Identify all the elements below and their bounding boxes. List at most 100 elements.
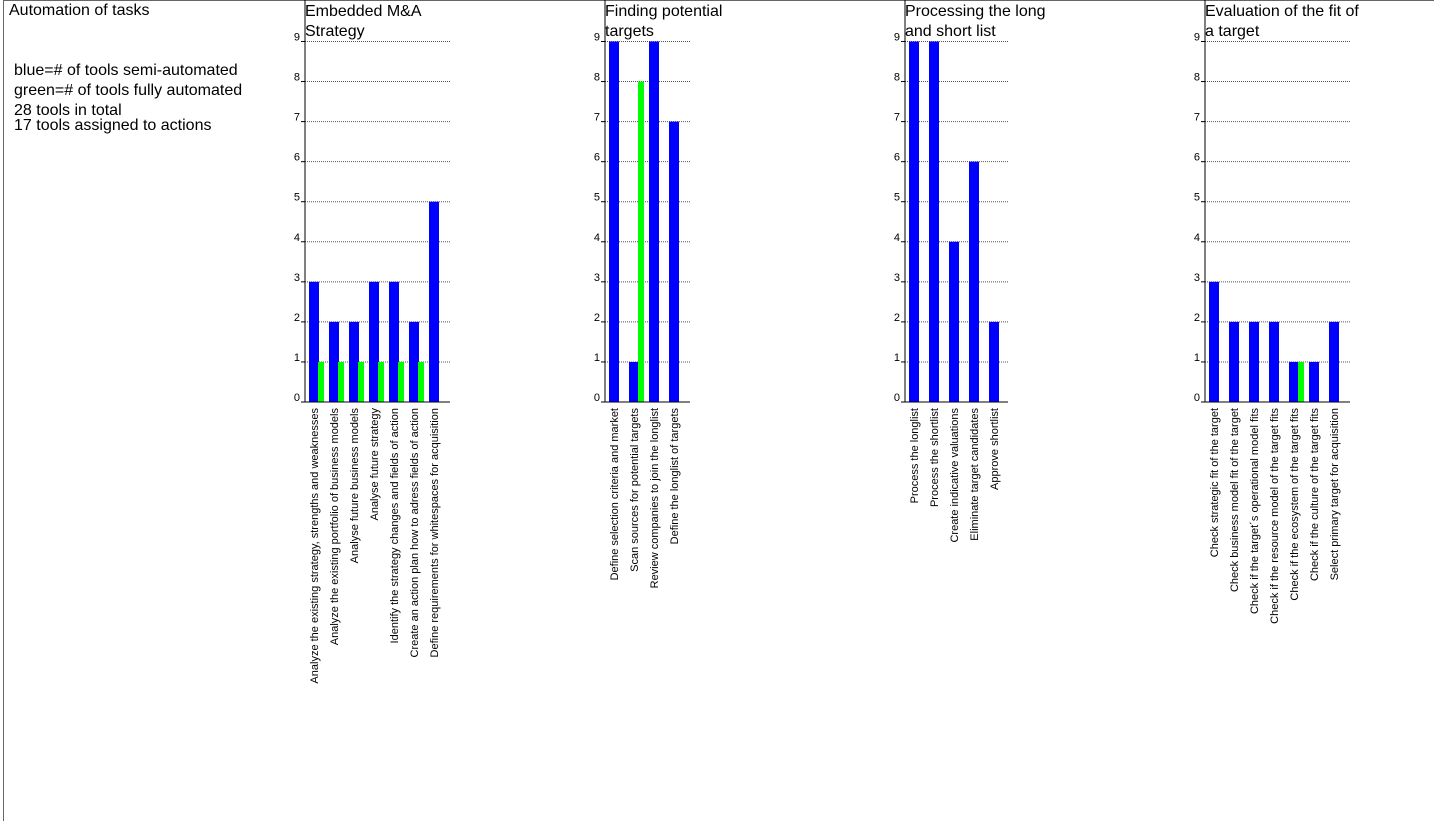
chart-title-strategy: Embedded M&A Strategy bbox=[305, 3, 421, 40]
page-frame bbox=[3, 0, 1434, 821]
y-tick-label: 1 bbox=[1194, 352, 1200, 364]
bar-strategy-semi-4 bbox=[389, 281, 399, 402]
category-label: Create an action plan how to adress fiel… bbox=[409, 408, 421, 657]
legend-assigned-tools: 17 tools assigned to actions bbox=[14, 117, 212, 134]
y-tick-label: 5 bbox=[894, 192, 900, 204]
category-label: Define the longlist of targets bbox=[669, 408, 681, 545]
y-tick-label: 3 bbox=[594, 272, 600, 284]
y-tick-label: 5 bbox=[1194, 192, 1200, 204]
bar-finding-targets-semi-0 bbox=[609, 41, 619, 402]
category-label: Define requirements for whitespaces for … bbox=[429, 408, 441, 657]
bar-processing-lists-semi-4 bbox=[989, 321, 999, 402]
chart-title-processing-lists: Processing the long and short list bbox=[905, 3, 1046, 40]
y-tick-label: 6 bbox=[894, 152, 900, 164]
y-tick-label: 2 bbox=[894, 312, 900, 324]
page-title: Automation of tasks bbox=[9, 2, 150, 19]
y-tick-label: 2 bbox=[594, 312, 600, 324]
category-label: Process the longlist bbox=[909, 408, 921, 503]
bar-strategy-semi-0 bbox=[309, 281, 319, 402]
y-tick-label: 8 bbox=[1194, 72, 1200, 84]
bar-strategy-full-4 bbox=[398, 361, 404, 402]
bar-strategy-semi-3 bbox=[369, 281, 379, 402]
bar-strategy-semi-1 bbox=[329, 321, 339, 402]
category-label: Define selection criteria and market bbox=[609, 408, 621, 580]
bar-processing-lists-semi-2 bbox=[949, 241, 959, 402]
bar-strategy-semi-2 bbox=[349, 321, 359, 402]
y-tick-label: 7 bbox=[594, 112, 600, 124]
y-tick-label: 1 bbox=[294, 352, 300, 364]
bar-strategy-full-3 bbox=[378, 361, 384, 402]
y-tick-label: 8 bbox=[594, 72, 600, 84]
category-label: Select primary target for acquisition bbox=[1329, 408, 1341, 580]
y-tick-label: 4 bbox=[894, 232, 900, 244]
category-label: Check if the resource model of the targe… bbox=[1269, 408, 1281, 624]
bar-processing-lists-semi-0 bbox=[909, 41, 919, 402]
y-tick-label: 4 bbox=[294, 232, 300, 244]
category-label: Check strategic fit of the target bbox=[1209, 408, 1221, 557]
y-tick-label: 9 bbox=[1194, 32, 1200, 44]
y-tick-label: 9 bbox=[594, 32, 600, 44]
bar-strategy-full-2 bbox=[358, 361, 364, 402]
y-tick-label: 1 bbox=[594, 352, 600, 364]
category-label: Analyse future strategy bbox=[369, 408, 381, 521]
category-label: Check if the culture of the target fits bbox=[1309, 408, 1321, 582]
bar-evaluation-fit-semi-6 bbox=[1329, 321, 1339, 402]
y-tick-label: 4 bbox=[594, 232, 600, 244]
category-label: Scan sources for potential targets bbox=[629, 408, 641, 572]
bar-strategy-full-5 bbox=[418, 361, 424, 402]
y-tick-label: 3 bbox=[294, 272, 300, 284]
y-tick-label: 7 bbox=[1194, 112, 1200, 124]
y-tick-label: 9 bbox=[894, 32, 900, 44]
bar-strategy-full-1 bbox=[338, 361, 344, 402]
category-label: Approve shortlist bbox=[989, 408, 1001, 490]
bar-finding-targets-semi-3 bbox=[669, 121, 679, 402]
bar-strategy-semi-6 bbox=[429, 201, 439, 402]
category-label: Analyze the existing strategy, strengths… bbox=[309, 408, 321, 684]
bar-finding-targets-full-1 bbox=[638, 81, 644, 403]
bar-strategy-full-0 bbox=[318, 361, 324, 402]
legend-total-tools: 28 tools in total bbox=[14, 102, 122, 119]
y-tick-label: 5 bbox=[594, 192, 600, 204]
y-tick-label: 0 bbox=[1194, 392, 1200, 404]
category-label: Eliminate target candidates bbox=[969, 408, 981, 541]
chart-title-evaluation-fit: Evaluation of the fit of a target bbox=[1205, 3, 1359, 40]
bar-strategy-semi-5 bbox=[409, 321, 419, 402]
y-tick-label: 0 bbox=[594, 392, 600, 404]
y-tick-label: 3 bbox=[1194, 272, 1200, 284]
y-tick-label: 6 bbox=[1194, 152, 1200, 164]
bar-evaluation-fit-semi-2 bbox=[1249, 321, 1259, 402]
bar-evaluation-fit-semi-1 bbox=[1229, 321, 1239, 402]
y-tick-label: 1 bbox=[894, 352, 900, 364]
category-label: Check if the target´s operational model … bbox=[1249, 408, 1261, 615]
bar-evaluation-fit-semi-5 bbox=[1309, 361, 1319, 402]
y-tick-label: 5 bbox=[294, 192, 300, 204]
bar-processing-lists-semi-3 bbox=[969, 161, 979, 402]
category-label: Identify the strategy changes and fields… bbox=[389, 408, 401, 643]
y-tick-label: 2 bbox=[1194, 312, 1200, 324]
category-label: Analyse future business models bbox=[349, 408, 361, 564]
y-tick-label: 8 bbox=[294, 72, 300, 84]
y-tick-label: 6 bbox=[294, 152, 300, 164]
bar-finding-targets-semi-2 bbox=[649, 41, 659, 402]
y-tick-label: 7 bbox=[894, 112, 900, 124]
legend-green: green=# of tools fully automated bbox=[14, 82, 243, 99]
y-tick-label: 8 bbox=[894, 72, 900, 84]
bar-evaluation-fit-semi-3 bbox=[1269, 321, 1279, 402]
y-tick-label: 3 bbox=[894, 272, 900, 284]
bar-evaluation-fit-semi-4 bbox=[1289, 361, 1299, 402]
category-label: Analyze the existing portfolio of busine… bbox=[329, 408, 341, 646]
category-label: Review companies to join the longlist bbox=[649, 408, 661, 588]
y-tick-label: 7 bbox=[294, 112, 300, 124]
bar-processing-lists-semi-1 bbox=[929, 41, 939, 402]
bar-finding-targets-semi-1 bbox=[629, 361, 639, 402]
category-label: Check business model fit of the target bbox=[1229, 408, 1241, 592]
y-tick-label: 2 bbox=[294, 312, 300, 324]
category-label: Check if the ecosystem of the target fit… bbox=[1289, 408, 1301, 601]
y-tick-label: 0 bbox=[294, 392, 300, 404]
chart-title-finding-targets: Finding potential targets bbox=[605, 3, 723, 40]
y-tick-label: 6 bbox=[594, 152, 600, 164]
y-tick-label: 4 bbox=[1194, 232, 1200, 244]
category-label: Process the shortlist bbox=[929, 408, 941, 507]
bar-evaluation-fit-semi-0 bbox=[1209, 281, 1219, 402]
